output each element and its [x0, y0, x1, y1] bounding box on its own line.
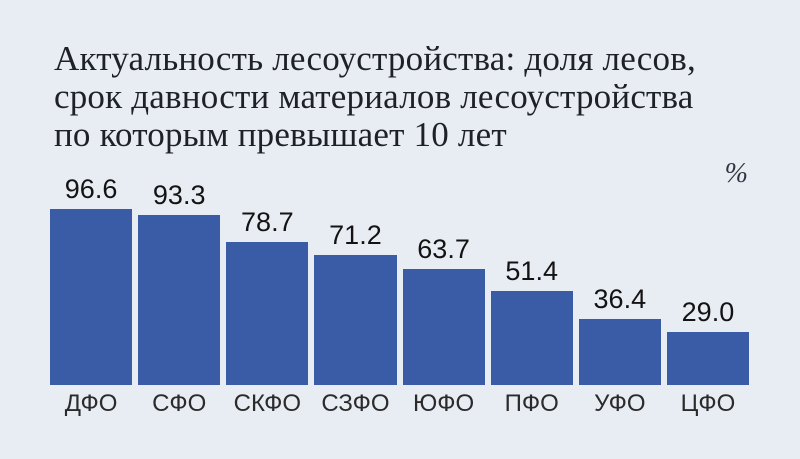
bar — [226, 242, 309, 385]
bar — [314, 255, 397, 385]
bar-value-label: 96.6 — [64, 174, 118, 204]
unit-label: % — [724, 158, 748, 189]
bar-column: 96.6 ДФО — [50, 176, 133, 416]
bar — [666, 332, 749, 385]
bar-value-label: 51.4 — [505, 256, 558, 286]
bar-value-label: 93.3 — [152, 180, 206, 210]
bar-column: 93.3 СФО — [138, 182, 221, 416]
chart-title-line-3: по которым превышает 10 лет — [54, 115, 507, 154]
bar-category-label: СФО — [152, 390, 207, 417]
bar-category-label: ПФО — [504, 390, 559, 417]
bar — [138, 215, 221, 385]
bar-category-label: СЗФО — [321, 390, 390, 417]
bar-column: 29.0 ЦФО — [666, 203, 749, 416]
bar-category-label: СКФО — [233, 390, 302, 417]
bar-category-label: ДФО — [64, 390, 118, 417]
bar-value-label: 71.2 — [329, 220, 382, 250]
bar-column: 51.4 ПФО — [490, 203, 573, 416]
bar-chart: 96.6 ДФО 93.3 СФО 78.7 СКФО 71.2 СЗФО 63.7 ЮФО 51.… — [50, 176, 749, 416]
bar-value-label: 29.0 — [681, 297, 735, 327]
bar-column: 78.7 СКФО — [226, 203, 309, 416]
bar-category-label: ЮФО — [412, 390, 475, 417]
bar-column: 63.7 ЮФО — [402, 203, 485, 416]
bar — [50, 209, 133, 385]
chart-title-line-2: срок давности материалов лесоустройства — [54, 77, 694, 116]
chart-title: Актуальность лесоустройства: доля лесов,… — [54, 40, 696, 154]
bar — [402, 269, 485, 385]
bar-value-label: 36.4 — [593, 284, 647, 314]
chart-title-line-1: Актуальность лесоустройства: доля лесов, — [54, 39, 696, 78]
bar-column: 36.4 УФО — [578, 203, 661, 416]
bar-column: 71.2 СЗФО — [314, 203, 397, 416]
bar-category-label: ЦФО — [680, 390, 736, 417]
bar — [490, 291, 573, 385]
bar — [578, 319, 661, 385]
bar-value-label: 63.7 — [417, 234, 470, 264]
bar-category-label: УФО — [594, 390, 646, 417]
bar-value-label: 78.7 — [241, 207, 294, 237]
